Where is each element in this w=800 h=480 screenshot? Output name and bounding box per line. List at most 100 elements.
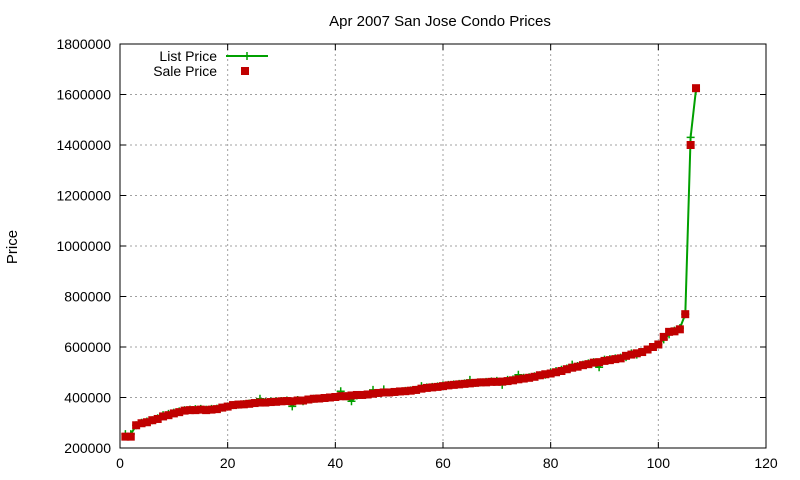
y-tick-label: 800000 [64,289,111,305]
sale-price-point [374,388,383,397]
sale-price-point [282,397,291,406]
sale-price-point [562,365,571,374]
sale-price-point [681,310,690,319]
sale-price-point [557,366,566,375]
sale-price-point [439,382,447,391]
sale-price-point [142,418,151,427]
sale-price-point [196,405,205,414]
x-tick-label: 0 [116,455,124,471]
sale-price-point [503,377,512,386]
sale-price-point [659,332,668,341]
sale-price-point [266,398,275,407]
sale-price-point [492,377,501,386]
sale-price-point [578,361,587,370]
y-tick-label: 200000 [64,440,111,456]
legend: List Price Sale Price [153,48,268,79]
sale-price-point [595,358,604,367]
sale-price-point [299,396,308,405]
sale-price-point [433,382,442,391]
y-tick-label: 1600000 [56,87,111,103]
legend-marker-list-price [243,52,251,60]
y-tick-label: 1800000 [56,36,111,52]
sale-price-point [137,419,146,428]
legend-label-sale-price: Sale Price [153,63,217,79]
sale-price-point [293,396,302,405]
sale-price-point [336,392,345,401]
y-axis-label: Price [4,230,21,264]
sale-price-point [132,421,141,430]
sale-price-point [465,379,474,388]
sale-price-point [422,383,431,392]
sale-price-point [449,380,458,389]
sale-price-point [627,350,636,359]
sale-price-point [363,390,372,399]
sale-price-point [508,376,517,385]
sale-price-point [498,377,507,386]
sale-price-point [342,392,351,401]
sale-price-point [185,406,194,415]
sale-price-point [611,355,620,364]
sale-price-point [638,348,647,357]
sale-price-point [148,416,157,425]
sale-price-point [325,393,334,402]
list-price-line [125,89,697,436]
sale-price-point [390,387,399,396]
sale-price-point [519,374,528,383]
y-tick-label: 400000 [64,390,111,406]
sale-price-point [406,386,415,395]
legend-marker-sale-price [241,67,249,75]
sale-price-point [352,390,361,399]
sale-price-point [600,356,609,365]
sale-price-point [347,391,356,400]
sale-price-point [180,406,189,415]
legend-plus-icon [243,52,251,60]
sale-price-point [643,345,652,354]
sale-price-point [126,432,135,441]
tick-layer: 0 20 40 60 80 100 120 200000 400000 600000 800000 1… [56,36,777,471]
sale-price-point [541,370,550,379]
sale-price-point [272,397,281,406]
sale-price-point [568,363,577,372]
sale-price-point [218,403,227,412]
sale-price-point [169,409,178,418]
sale-price-point [320,394,329,403]
sale-price-point [482,378,491,387]
sale-price-point [535,371,544,380]
x-tick-label: 100 [647,455,671,471]
sale-price-point [261,398,270,407]
sale-price-point [315,394,324,403]
sale-price-point [412,385,421,394]
sale-price-point [670,327,679,336]
sale-price-point [632,349,641,358]
sale-price-point [665,327,674,336]
sale-price-point [476,378,485,387]
sale-price-point [309,394,318,403]
sale-price-point [121,432,130,441]
sale-price-point [530,372,539,381]
sale-price-point [395,387,404,396]
y-tick-label: 1400000 [56,137,111,153]
sale-price-point [250,399,259,408]
chart-title: Apr 2007 San Jose Condo Prices [329,13,551,30]
sale-price-point [616,354,625,363]
sale-price-point [401,387,410,396]
sale-price-point [175,408,184,417]
sale-price-point [444,381,453,390]
sale-price-point [159,412,168,421]
sale-price-point [460,379,469,388]
sale-price-point [487,377,496,386]
sale-price-point [455,380,464,389]
series-layer [121,84,701,441]
x-tick-label: 120 [754,455,778,471]
x-tick-label: 80 [543,455,559,471]
sale-price-point [546,369,555,378]
sale-price-point [212,405,221,414]
sale-price-point [164,411,173,420]
sale-price-point [675,325,684,334]
sale-price-point [525,373,534,382]
sale-price-point [304,395,313,404]
sale-price-point [622,351,631,360]
x-tick-label: 60 [435,455,451,471]
sale-price-point [229,401,238,410]
